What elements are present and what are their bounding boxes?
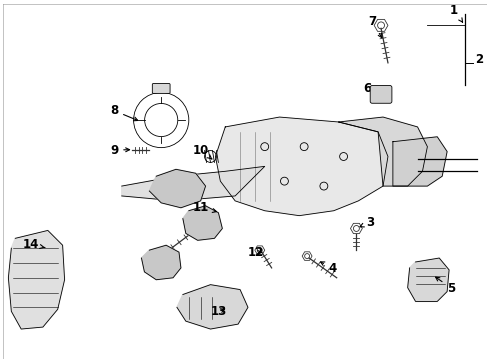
- Text: 8: 8: [110, 104, 138, 121]
- Polygon shape: [177, 285, 248, 329]
- Text: 11: 11: [193, 201, 217, 214]
- Text: 2: 2: [475, 53, 483, 66]
- Polygon shape: [408, 258, 449, 301]
- Polygon shape: [339, 117, 427, 186]
- Text: 5: 5: [436, 277, 455, 294]
- Polygon shape: [393, 137, 447, 186]
- Polygon shape: [142, 245, 181, 280]
- Text: 1: 1: [450, 4, 463, 22]
- Text: 12: 12: [248, 246, 264, 259]
- Text: 9: 9: [110, 144, 129, 157]
- Text: 6: 6: [363, 82, 377, 96]
- FancyBboxPatch shape: [152, 84, 170, 93]
- FancyBboxPatch shape: [370, 86, 392, 103]
- Polygon shape: [216, 117, 388, 216]
- Text: 10: 10: [193, 144, 212, 159]
- Polygon shape: [183, 206, 222, 240]
- Text: 4: 4: [320, 262, 337, 275]
- Polygon shape: [8, 230, 65, 329]
- Text: 7: 7: [368, 15, 382, 38]
- Text: 3: 3: [360, 216, 374, 229]
- Polygon shape: [122, 166, 265, 201]
- Text: 13: 13: [211, 305, 227, 318]
- Polygon shape: [149, 169, 206, 208]
- Text: 14: 14: [23, 238, 45, 251]
